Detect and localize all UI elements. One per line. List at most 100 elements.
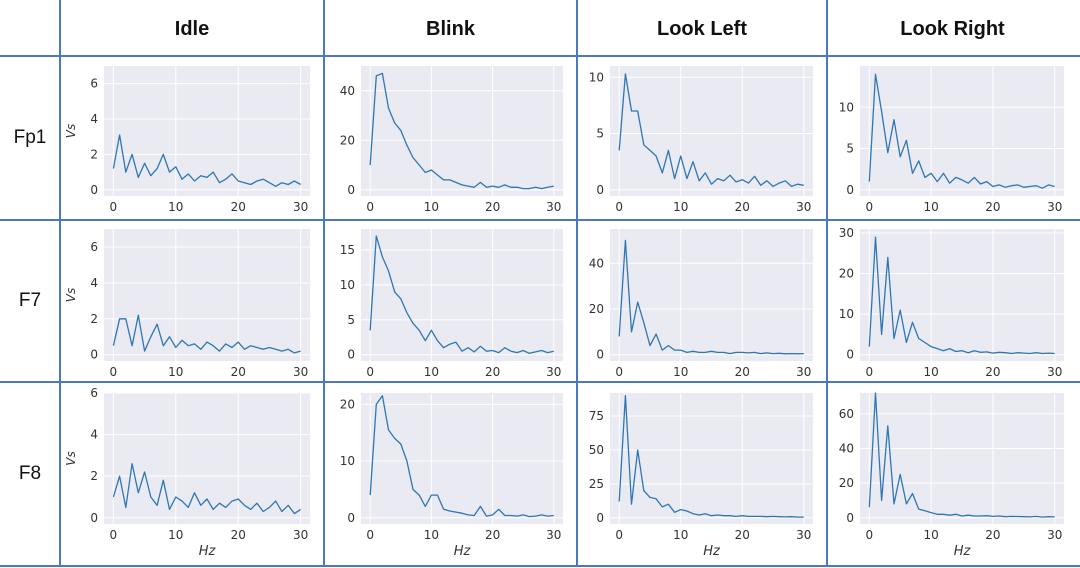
x-tick-label: 10 (923, 528, 938, 542)
x-tick-label: 0 (366, 365, 374, 379)
y-tick-label: 60 (839, 407, 854, 421)
chart-panel: 0 10 20 30 0 25 50 75 Hz (589, 393, 813, 559)
y-tick-label: 50 (589, 443, 604, 457)
y-tick-label: 6 (90, 77, 98, 91)
x-tick-label: 30 (796, 200, 811, 214)
y-tick-label: 6 (90, 386, 98, 400)
grid-line-horizontal (0, 219, 1080, 221)
y-tick-label: 20 (839, 267, 854, 281)
y-tick-label: 0 (90, 348, 98, 362)
x-tick-label: 30 (1047, 200, 1062, 214)
x-tick-label: 30 (546, 200, 561, 214)
row-header: Fp1 (13, 127, 47, 148)
x-tick-label: 30 (796, 528, 811, 542)
x-tick-label: 30 (546, 365, 561, 379)
plot-background (361, 229, 563, 361)
x-axis-label: Hz (199, 544, 217, 559)
x-tick-label: 0 (615, 365, 623, 379)
y-tick-label: 10 (839, 307, 854, 321)
y-tick-label: 4 (90, 112, 98, 126)
y-tick-label: 0 (90, 511, 98, 525)
chart-panel: 0 10 20 30 0 2 4 6 Vs (64, 66, 310, 214)
series-line (112, 463, 301, 515)
y-tick-label: 40 (839, 441, 854, 455)
y-tick-label: 5 (347, 313, 355, 327)
x-tick-label: 0 (615, 200, 623, 214)
y-tick-label: 4 (90, 428, 98, 442)
y-axis-label: Vs (64, 124, 78, 138)
y-axis-label: Vs (64, 451, 78, 465)
chart-panel: 0 10 20 30 0 5 10 (589, 66, 813, 214)
y-tick-label: 0 (596, 183, 604, 197)
y-tick-label: 0 (347, 511, 355, 525)
chart-panel: 0 10 20 30 0 20 40 60 Hz (839, 392, 1064, 559)
row-header: F7 (18, 290, 42, 311)
x-tick-label: 20 (985, 365, 1000, 379)
x-tick-label: 0 (366, 200, 374, 214)
x-tick-label: 20 (985, 528, 1000, 542)
x-axis-label: Hz (954, 544, 972, 559)
x-tick-label: 10 (424, 200, 439, 214)
y-tick-label: 10 (839, 100, 854, 114)
x-tick-label: 20 (485, 365, 500, 379)
x-tick-label: 0 (865, 528, 873, 542)
grid-line-horizontal (0, 381, 1080, 383)
series-line (369, 235, 554, 354)
series-line (618, 239, 804, 355)
x-tick-label: 10 (923, 200, 938, 214)
plot-background (361, 66, 563, 196)
y-tick-label: 0 (347, 183, 355, 197)
grid-line-vertical (59, 0, 61, 567)
y-tick-label: 2 (90, 147, 98, 161)
x-tick-label: 0 (110, 365, 118, 379)
series-line (868, 392, 1055, 518)
column-header: Look Left (657, 17, 747, 40)
y-tick-label: 25 (589, 477, 604, 491)
y-tick-label: 0 (846, 348, 854, 362)
x-tick-label: 10 (168, 200, 183, 214)
x-tick-label: 20 (735, 365, 750, 379)
x-tick-label: 20 (735, 528, 750, 542)
y-tick-label: 40 (589, 256, 604, 270)
y-tick-label: 4 (90, 276, 98, 290)
series-line (369, 72, 554, 190)
series-line (112, 134, 301, 187)
plot-background (104, 229, 310, 361)
x-tick-label: 30 (293, 365, 308, 379)
plot-background (104, 393, 310, 524)
y-tick-label: 10 (340, 454, 355, 468)
x-tick-label: 20 (735, 200, 750, 214)
x-tick-label: 10 (168, 365, 183, 379)
chart-panel: 0 10 20 30 0 5 10 15 (340, 229, 563, 379)
x-tick-label: 30 (1047, 365, 1062, 379)
x-tick-label: 30 (796, 365, 811, 379)
grid-line-horizontal (0, 565, 1080, 567)
x-axis-label: Hz (703, 544, 721, 559)
x-tick-label: 30 (293, 200, 308, 214)
chart-panel: 0 10 20 30 0 10 20 Hz (340, 393, 563, 559)
chart-panel: 0 10 20 30 0 10 20 30 (839, 226, 1064, 379)
x-tick-label: 20 (231, 365, 246, 379)
x-tick-label: 0 (366, 528, 374, 542)
x-tick-label: 0 (865, 365, 873, 379)
x-tick-label: 20 (985, 200, 1000, 214)
column-header: Idle (174, 17, 210, 40)
plot-background (610, 393, 813, 524)
y-tick-label: 0 (846, 183, 854, 197)
y-tick-label: 15 (340, 243, 355, 257)
y-tick-label: 5 (596, 127, 604, 141)
series-line (369, 395, 554, 518)
plot-background (361, 393, 563, 524)
grid-line-vertical (323, 0, 325, 567)
x-tick-label: 10 (424, 365, 439, 379)
column-header: Look Right (900, 17, 1005, 40)
y-tick-label: 0 (846, 511, 854, 525)
y-tick-label: 10 (589, 70, 604, 84)
y-tick-label: 0 (596, 348, 604, 362)
y-tick-label: 20 (839, 476, 854, 490)
x-tick-label: 0 (110, 200, 118, 214)
y-tick-label: 40 (340, 84, 355, 98)
x-tick-label: 0 (615, 528, 623, 542)
grid-line-vertical (576, 0, 578, 567)
